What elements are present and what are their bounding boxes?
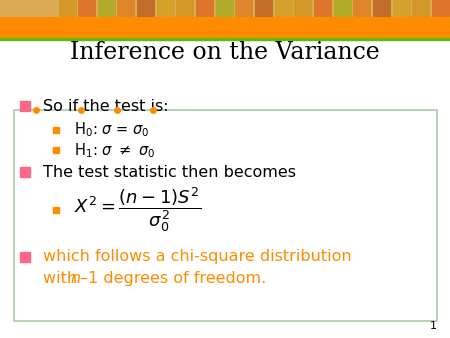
Bar [117,0,135,18]
Bar [176,0,194,18]
Bar [353,0,371,18]
Bar [373,0,391,18]
Bar [137,0,155,18]
Bar [0,18,450,39]
Bar [412,0,430,18]
Text: Inference on the Variance: Inference on the Variance [70,41,380,64]
Text: H$_0$: $\sigma$ = $\sigma_0$: H$_0$: $\sigma$ = $\sigma_0$ [74,121,150,140]
Text: which follows a chi-square distribution: which follows a chi-square distribution [43,249,351,264]
Text: with: with [43,271,82,286]
Bar [393,0,411,18]
Bar [78,0,96,18]
Text: The test statistic then becomes: The test statistic then becomes [43,165,296,180]
Text: $X^2 = \dfrac{(n-1)S^2}{\sigma_0^2}$: $X^2 = \dfrac{(n-1)S^2}{\sigma_0^2}$ [74,185,202,234]
Bar [255,0,273,18]
Bar [334,0,352,18]
Bar [14,110,436,321]
Bar [216,0,234,18]
Bar [98,0,116,18]
Bar [58,0,76,18]
Text: 1: 1 [429,321,436,331]
Text: H$_1$: $\sigma$ $\neq$ $\sigma_0$: H$_1$: $\sigma$ $\neq$ $\sigma_0$ [74,141,156,160]
Bar [0,0,450,18]
Bar [314,0,332,18]
Bar [294,0,312,18]
Text: $n$: $n$ [70,271,81,286]
Bar [196,0,214,18]
Bar [275,0,293,18]
Text: So if the test is:: So if the test is: [43,99,168,114]
Bar [157,0,175,18]
Text: –1 degrees of freedom.: –1 degrees of freedom. [80,271,266,286]
Bar [432,0,450,18]
Bar [235,0,253,18]
